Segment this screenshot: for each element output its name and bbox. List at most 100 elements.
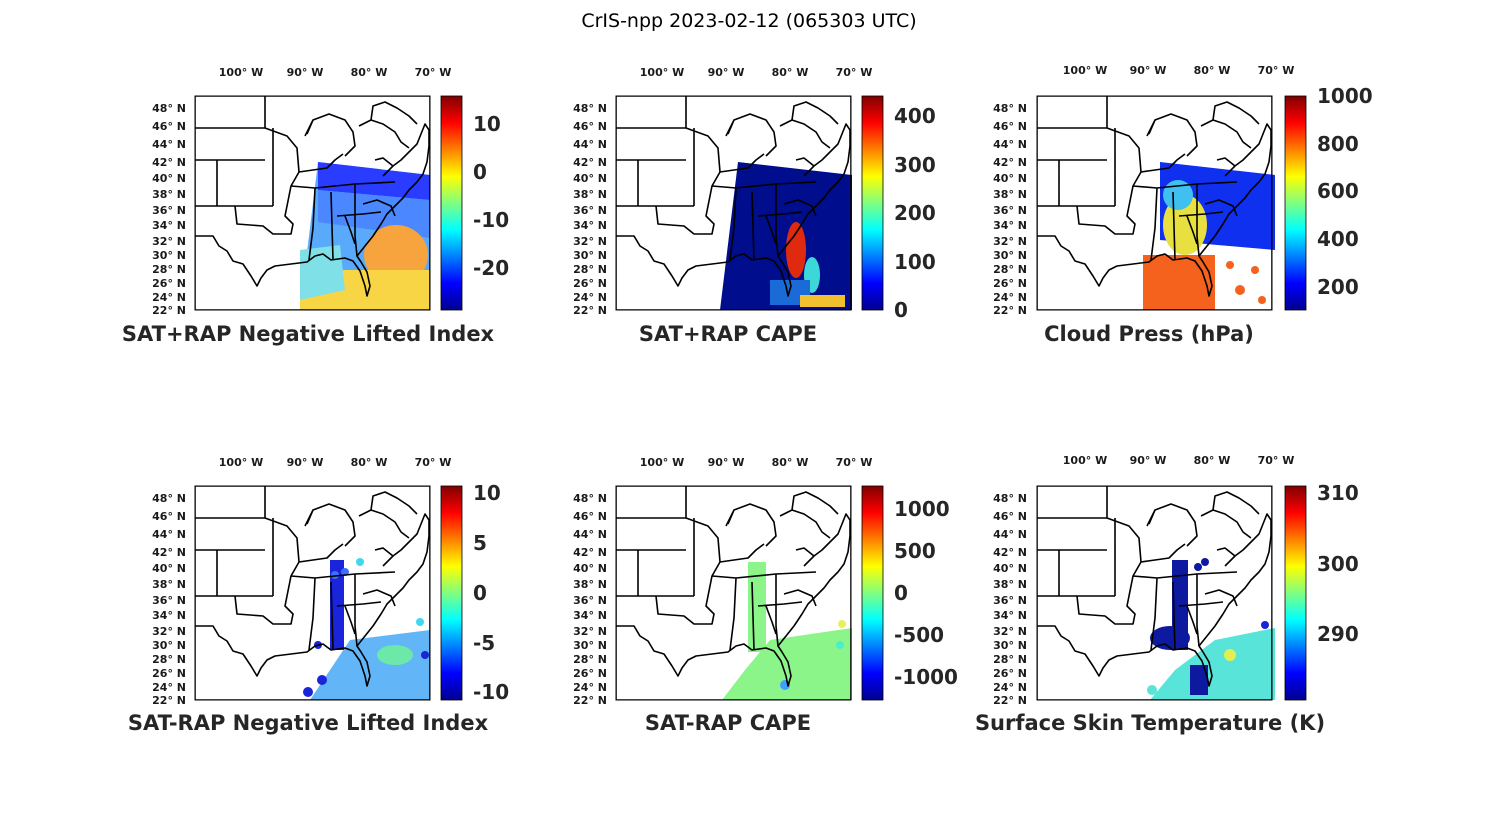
lat-tick-label: 40° N bbox=[993, 172, 1027, 185]
colorbar-tick-label: 1000 bbox=[894, 497, 950, 521]
colorbar bbox=[440, 485, 463, 701]
colorbar-tick-label: 1000 bbox=[1317, 84, 1373, 108]
lat-tick-labels: 48° N 46° N 44° N 42° N 40° N 38° N 36° … bbox=[993, 492, 1027, 707]
lat-tick-label: 40° N bbox=[152, 562, 186, 575]
lat-tick-label: 32° N bbox=[993, 235, 1027, 248]
lat-tick-label: 36° N bbox=[993, 204, 1027, 217]
lat-tick-label: 36° N bbox=[573, 594, 607, 607]
lat-tick-label: 38° N bbox=[152, 578, 186, 591]
lat-tick-label: 22° N bbox=[152, 694, 186, 707]
lon-tick-label: 70° W bbox=[1258, 64, 1295, 77]
colorbar-tick-label: 0 bbox=[894, 581, 908, 605]
colorbar-tick-labels: 400 300 200 100 0 bbox=[894, 104, 936, 322]
lat-tick-label: 34° N bbox=[152, 609, 186, 622]
lat-tick-label: 24° N bbox=[152, 291, 186, 304]
lat-tick-label: 40° N bbox=[152, 172, 186, 185]
map-frame bbox=[1036, 485, 1273, 701]
lon-tick-label: 90° W bbox=[287, 66, 324, 79]
lat-tick-label: 22° N bbox=[152, 304, 186, 317]
lat-tick-label: 34° N bbox=[152, 219, 186, 232]
lon-tick-label: 80° W bbox=[772, 66, 809, 79]
lon-tick-labels: 100° W 90° W 80° W 70° W bbox=[640, 66, 873, 79]
colorbar-tick-label: -10 bbox=[473, 208, 509, 232]
lat-tick-label: 24° N bbox=[573, 291, 607, 304]
lat-tick-label: 42° N bbox=[152, 156, 186, 169]
colorbar-tick-label: 10 bbox=[473, 481, 501, 505]
lon-tick-label: 90° W bbox=[708, 456, 745, 469]
lat-tick-label: 36° N bbox=[573, 204, 607, 217]
panel-5: 100° W 90° W 80° W 70° W 48° N 46° N 44°… bbox=[573, 456, 958, 735]
figure-title: CrIS-npp 2023-02-12 (065303 UTC) bbox=[581, 10, 916, 32]
scatter-field bbox=[1147, 558, 1275, 700]
lat-tick-labels: 48° N 46° N 44° N 42° N 40° N 38° N 36° … bbox=[573, 492, 607, 707]
colorbar-tick-label: 200 bbox=[1317, 275, 1359, 299]
lon-tick-labels: 100° W 90° W 80° W 70° W bbox=[640, 456, 873, 469]
lat-tick-labels: 48° N 46° N 44° N 42° N 40° N 38° N 36° … bbox=[152, 492, 186, 707]
lat-tick-label: 22° N bbox=[993, 304, 1027, 317]
lat-tick-label: 24° N bbox=[993, 681, 1027, 694]
colorbar-tick-label: 0 bbox=[894, 298, 908, 322]
colorbar-tick-label: -1000 bbox=[894, 665, 958, 689]
lat-tick-label: 30° N bbox=[573, 249, 607, 262]
lat-tick-label: 28° N bbox=[573, 263, 607, 276]
lat-tick-label: 38° N bbox=[573, 188, 607, 201]
lat-tick-label: 32° N bbox=[993, 625, 1027, 638]
lon-tick-label: 70° W bbox=[836, 456, 873, 469]
panel-3: 100° W 90° W 80° W 70° W 48° N 46° N 44°… bbox=[993, 64, 1373, 346]
panel-title: Surface Skin Temperature (K) bbox=[975, 711, 1325, 735]
colorbar-tick-label: 290 bbox=[1317, 622, 1359, 646]
lat-tick-label: 38° N bbox=[573, 578, 607, 591]
lon-tick-labels: 100° W 90° W 80° W 70° W bbox=[219, 66, 452, 79]
lat-tick-label: 48° N bbox=[152, 492, 186, 505]
panel-6: 100° W 90° W 80° W 70° W 48° N 46° N 44°… bbox=[975, 454, 1359, 735]
colorbar-tick-label: 5 bbox=[473, 531, 487, 555]
lat-tick-label: 46° N bbox=[152, 120, 186, 133]
lat-tick-label: 48° N bbox=[993, 492, 1027, 505]
colorbar-tick-label: 400 bbox=[894, 104, 936, 128]
lat-tick-labels: 48° N 46° N 44° N 42° N 40° N 38° N 36° … bbox=[573, 102, 607, 317]
lat-tick-label: 46° N bbox=[573, 120, 607, 133]
lon-tick-label: 80° W bbox=[772, 456, 809, 469]
lat-tick-label: 24° N bbox=[152, 681, 186, 694]
lat-tick-label: 40° N bbox=[573, 172, 607, 185]
swath-field bbox=[300, 162, 430, 310]
lat-tick-label: 44° N bbox=[152, 528, 186, 541]
lat-tick-label: 44° N bbox=[993, 528, 1027, 541]
panel-title: SAT-RAP CAPE bbox=[645, 711, 811, 735]
lat-tick-label: 46° N bbox=[993, 510, 1027, 523]
lat-tick-label: 40° N bbox=[573, 562, 607, 575]
colorbar-tick-label: -10 bbox=[473, 680, 509, 704]
lon-tick-label: 90° W bbox=[1130, 64, 1167, 77]
lat-tick-label: 30° N bbox=[152, 249, 186, 262]
lat-tick-labels: 48° N 46° N 44° N 42° N 40° N 38° N 36° … bbox=[152, 102, 186, 317]
lat-tick-label: 30° N bbox=[573, 639, 607, 652]
lat-tick-label: 22° N bbox=[573, 694, 607, 707]
lat-tick-label: 36° N bbox=[152, 204, 186, 217]
colorbar-tick-label: 300 bbox=[1317, 552, 1359, 576]
lat-tick-label: 48° N bbox=[152, 102, 186, 115]
panel-title: SAT-RAP Negative Lifted Index bbox=[128, 711, 489, 735]
lat-tick-label: 42° N bbox=[993, 156, 1027, 169]
lon-tick-label: 80° W bbox=[351, 66, 388, 79]
lat-tick-label: 34° N bbox=[993, 219, 1027, 232]
lon-tick-label: 100° W bbox=[640, 66, 684, 79]
lat-tick-label: 42° N bbox=[152, 546, 186, 559]
panel-title: Cloud Press (hPa) bbox=[1044, 322, 1254, 346]
colorbar bbox=[1284, 95, 1307, 311]
lon-tick-label: 70° W bbox=[1258, 454, 1295, 467]
lat-tick-label: 44° N bbox=[152, 138, 186, 151]
colorbar-tick-label: 500 bbox=[894, 539, 936, 563]
colorbar-tick-label: 310 bbox=[1317, 481, 1359, 505]
lon-tick-labels: 100° W 90° W 80° W 70° W bbox=[1063, 64, 1295, 77]
colorbar-tick-label: 200 bbox=[894, 201, 936, 225]
colorbar bbox=[861, 95, 884, 311]
lon-tick-label: 70° W bbox=[415, 456, 452, 469]
lat-tick-label: 26° N bbox=[152, 277, 186, 290]
lat-tick-labels: 48° N 46° N 44° N 42° N 40° N 38° N 36° … bbox=[993, 102, 1027, 317]
lat-tick-label: 44° N bbox=[993, 138, 1027, 151]
lat-tick-label: 26° N bbox=[573, 277, 607, 290]
lat-tick-label: 40° N bbox=[993, 562, 1027, 575]
lon-tick-label: 80° W bbox=[351, 456, 388, 469]
lat-tick-label: 26° N bbox=[152, 667, 186, 680]
panel-title: SAT+RAP Negative Lifted Index bbox=[122, 322, 495, 346]
